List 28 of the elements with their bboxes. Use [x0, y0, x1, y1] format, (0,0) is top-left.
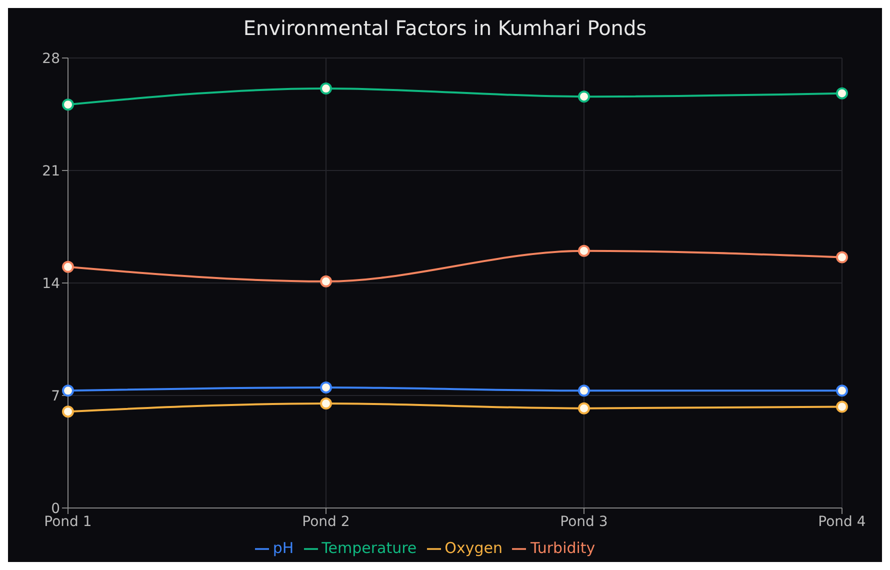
point — [578, 244, 590, 257]
legend-label: pH — [272, 539, 294, 557]
x-tick-label: Pond 2 — [302, 514, 350, 530]
y-tick-label: 14 — [42, 276, 60, 292]
y-tick-label: 28 — [42, 50, 60, 67]
point — [320, 398, 332, 410]
point — [578, 90, 590, 103]
x-tick-label: Pond 3 — [560, 514, 608, 530]
point — [62, 260, 74, 273]
x-tick-label: Pond 4 — [818, 514, 866, 530]
legend-label: Temperature — [322, 539, 417, 557]
chart-title: Environmental Factors in Kumhari Ponds — [242, 15, 648, 42]
point — [62, 384, 74, 397]
point — [62, 98, 74, 111]
point — [578, 384, 590, 397]
point — [62, 406, 74, 418]
point — [320, 275, 332, 288]
point — [836, 251, 848, 264]
legend-label: Oxygen — [444, 539, 502, 557]
point — [578, 402, 590, 414]
point — [320, 381, 332, 394]
point — [836, 87, 848, 100]
point — [836, 384, 848, 397]
point — [836, 400, 848, 413]
legend-label: Turbidity — [530, 539, 596, 557]
point — [320, 82, 332, 95]
y-tick-label: 7 — [51, 388, 60, 404]
y-tick-label: 21 — [42, 163, 60, 180]
